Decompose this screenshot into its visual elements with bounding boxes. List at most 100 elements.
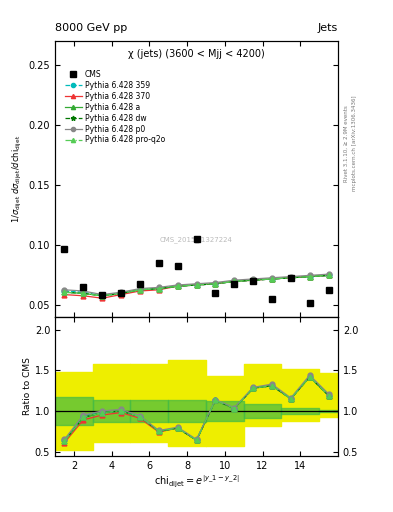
- Pythia 6.428 p0: [288, 273, 293, 280]
- Pythia 6.428 359: [213, 281, 218, 287]
- Pythia 6.428 a: [138, 287, 142, 293]
- CMS: [81, 284, 86, 290]
- Pythia 6.428 359: [100, 293, 105, 299]
- Pythia 6.428 dw: [326, 272, 331, 279]
- Pythia 6.428 a: [156, 286, 161, 292]
- Pythia 6.428 359: [307, 273, 312, 280]
- Text: χ (jets) (3600 < Mjj < 4200): χ (jets) (3600 < Mjj < 4200): [128, 49, 265, 59]
- Pythia 6.428 a: [81, 290, 86, 296]
- Pythia 6.428 dw: [81, 290, 86, 296]
- Pythia 6.428 pro-q2o: [213, 281, 218, 287]
- Pythia 6.428 a: [175, 283, 180, 289]
- Pythia 6.428 359: [81, 289, 86, 295]
- Pythia 6.428 a: [194, 282, 199, 288]
- Line: Pythia 6.428 a: Pythia 6.428 a: [62, 273, 331, 298]
- Pythia 6.428 359: [288, 275, 293, 281]
- Pythia 6.428 a: [100, 293, 105, 299]
- Y-axis label: $1/\sigma_\mathsf{dijet}\ d\sigma_\mathsf{dijet}/d\mathsf{chi}_\mathsf{dijet}$: $1/\sigma_\mathsf{dijet}\ d\sigma_\maths…: [11, 135, 24, 223]
- Pythia 6.428 p0: [175, 282, 180, 288]
- Pythia 6.428 pro-q2o: [307, 273, 312, 280]
- Pythia 6.428 359: [270, 276, 274, 282]
- Pythia 6.428 370: [213, 281, 218, 287]
- Pythia 6.428 dw: [251, 277, 255, 283]
- Pythia 6.428 pro-q2o: [194, 282, 199, 288]
- CMS: [288, 275, 293, 281]
- CMS: [251, 279, 255, 285]
- Pythia 6.428 pro-q2o: [232, 279, 237, 285]
- Line: Pythia 6.428 dw: Pythia 6.428 dw: [62, 273, 331, 298]
- Pythia 6.428 pro-q2o: [175, 283, 180, 289]
- Pythia 6.428 a: [232, 279, 237, 285]
- Pythia 6.428 370: [138, 288, 142, 294]
- Pythia 6.428 a: [119, 290, 123, 296]
- Pythia 6.428 359: [232, 279, 237, 285]
- Legend: CMS, Pythia 6.428 359, Pythia 6.428 370, Pythia 6.428 a, Pythia 6.428 dw, Pythia: CMS, Pythia 6.428 359, Pythia 6.428 370,…: [62, 67, 168, 147]
- Pythia 6.428 p0: [100, 291, 105, 297]
- CMS: [100, 291, 105, 297]
- CMS: [307, 300, 312, 306]
- Pythia 6.428 dw: [138, 287, 142, 293]
- CMS: [175, 263, 180, 269]
- CMS: [326, 287, 331, 293]
- Pythia 6.428 pro-q2o: [251, 277, 255, 283]
- Pythia 6.428 dw: [270, 276, 274, 282]
- Pythia 6.428 dw: [62, 289, 67, 295]
- Pythia 6.428 370: [81, 293, 86, 299]
- Line: Pythia 6.428 p0: Pythia 6.428 p0: [62, 272, 331, 297]
- Pythia 6.428 359: [326, 272, 331, 279]
- CMS: [270, 296, 274, 303]
- Pythia 6.428 p0: [251, 276, 255, 282]
- Pythia 6.428 a: [251, 277, 255, 283]
- Line: Pythia 6.428 359: Pythia 6.428 359: [62, 273, 331, 298]
- CMS: [62, 246, 67, 252]
- Pythia 6.428 pro-q2o: [270, 276, 274, 282]
- Pythia 6.428 pro-q2o: [81, 290, 86, 296]
- Pythia 6.428 dw: [100, 293, 105, 299]
- Pythia 6.428 p0: [232, 277, 237, 283]
- Pythia 6.428 a: [62, 289, 67, 295]
- Pythia 6.428 pro-q2o: [62, 289, 67, 295]
- Pythia 6.428 p0: [62, 287, 67, 293]
- Pythia 6.428 359: [119, 290, 123, 296]
- Pythia 6.428 p0: [119, 289, 123, 295]
- CMS: [194, 236, 199, 242]
- Pythia 6.428 dw: [175, 283, 180, 289]
- CMS: [119, 290, 123, 296]
- Pythia 6.428 370: [62, 291, 67, 297]
- CMS: [138, 281, 142, 287]
- X-axis label: $\mathsf{chi}_\mathsf{dijet} = e^{|y\_1-y\_2|}$: $\mathsf{chi}_\mathsf{dijet} = e^{|y\_1-…: [154, 473, 239, 489]
- Pythia 6.428 370: [100, 295, 105, 301]
- CMS: [156, 260, 161, 266]
- Pythia 6.428 p0: [326, 271, 331, 277]
- Pythia 6.428 p0: [213, 280, 218, 286]
- Pythia 6.428 370: [232, 279, 237, 285]
- Pythia 6.428 359: [62, 288, 67, 294]
- Pythia 6.428 dw: [119, 290, 123, 296]
- CMS: [232, 281, 237, 287]
- Pythia 6.428 pro-q2o: [288, 275, 293, 281]
- Pythia 6.428 370: [270, 276, 274, 282]
- Y-axis label: Ratio to CMS: Ratio to CMS: [23, 357, 32, 416]
- Pythia 6.428 370: [119, 291, 123, 297]
- Pythia 6.428 p0: [307, 272, 312, 279]
- Pythia 6.428 370: [288, 275, 293, 281]
- Pythia 6.428 p0: [270, 275, 274, 281]
- Pythia 6.428 370: [175, 283, 180, 289]
- Pythia 6.428 pro-q2o: [326, 272, 331, 279]
- CMS: [213, 290, 218, 296]
- Pythia 6.428 a: [307, 273, 312, 280]
- Pythia 6.428 359: [156, 286, 161, 292]
- Pythia 6.428 370: [156, 287, 161, 293]
- Pythia 6.428 a: [213, 281, 218, 287]
- Pythia 6.428 dw: [288, 275, 293, 281]
- Pythia 6.428 a: [326, 272, 331, 279]
- Pythia 6.428 p0: [138, 286, 142, 292]
- Text: Jets: Jets: [318, 23, 338, 33]
- Text: CMS_2015_I1327224: CMS_2015_I1327224: [160, 237, 233, 243]
- Pythia 6.428 370: [326, 272, 331, 279]
- Pythia 6.428 pro-q2o: [138, 287, 142, 293]
- Line: CMS: CMS: [62, 237, 331, 306]
- Line: Pythia 6.428 pro-q2o: Pythia 6.428 pro-q2o: [62, 273, 331, 298]
- Pythia 6.428 370: [307, 273, 312, 280]
- Pythia 6.428 p0: [156, 284, 161, 290]
